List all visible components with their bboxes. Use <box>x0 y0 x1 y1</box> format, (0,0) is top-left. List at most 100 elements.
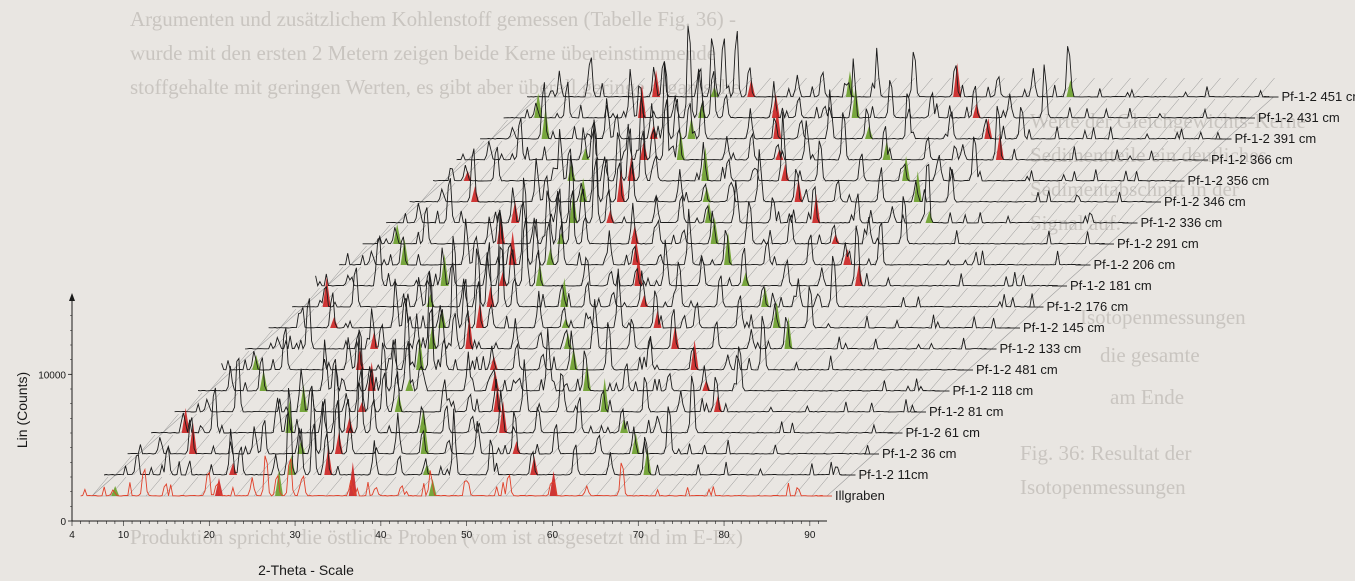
grid-hatch-line <box>282 434 300 455</box>
grid-hatch-line <box>646 350 664 371</box>
grid-hatch-line <box>1005 287 1022 308</box>
grid-hatch-line <box>228 434 246 455</box>
grid-hatch-line <box>469 203 486 224</box>
grid-hatch-line <box>504 413 521 434</box>
grid-hatch-line <box>707 119 724 140</box>
grid-hatch-line <box>844 350 862 371</box>
grid-hatch-line <box>1097 140 1115 161</box>
grid-hatch-line <box>642 161 659 182</box>
grid-hatch-line <box>879 287 896 308</box>
grid-hatch-line <box>527 392 545 413</box>
x-tick-label: 80 <box>718 530 730 541</box>
grid-hatch-line <box>576 413 593 434</box>
grid-hatch-line <box>955 203 972 224</box>
grid-hatch-line <box>660 161 677 182</box>
grid-hatch-line <box>724 329 741 350</box>
grid-hatch-line <box>718 350 736 371</box>
grid-hatch-line <box>502 350 520 371</box>
grid-hatch-line <box>786 161 803 182</box>
grid-hatch-line <box>862 77 879 98</box>
grid-hatch-line <box>706 329 723 350</box>
grid-hatch-line <box>622 98 640 119</box>
peak-fill <box>775 149 784 160</box>
grid-hatch-line <box>1038 161 1055 182</box>
grid-hatch-line <box>973 203 990 224</box>
grid-hatch-line <box>1151 140 1169 161</box>
grid-hatch-line <box>749 371 766 392</box>
trace-line <box>480 61 1223 141</box>
grid-hatch-line <box>904 329 921 350</box>
grid-hatch-line <box>447 287 464 308</box>
grid-hatch-line <box>809 140 827 161</box>
grid-hatch-line <box>187 455 204 476</box>
trace-label: Pf-1-2 206 cm <box>1094 257 1176 272</box>
grid-hatch-line <box>604 98 622 119</box>
trace-label: Pf-1-2 36 cm <box>882 446 956 461</box>
grid-hatch-line <box>829 203 846 224</box>
y-tick-label: 0 <box>60 517 66 528</box>
grid-hatch-line <box>785 371 802 392</box>
grid-hatch-line <box>782 245 799 266</box>
grid-hatch-line <box>463 224 481 245</box>
grid-hatch-line <box>747 308 765 329</box>
grid-hatch-line <box>840 434 858 455</box>
grid-hatch-line <box>145 476 163 497</box>
grid-hatch-line <box>814 329 831 350</box>
grid-hatch-line <box>612 413 629 434</box>
grid-hatch-line <box>627 287 644 308</box>
grid-hatch-line <box>289 476 307 497</box>
grid-hatch-line <box>1216 98 1234 119</box>
grid-hatch-line <box>1104 182 1122 203</box>
grid-hatch-line <box>818 245 835 266</box>
grid-hatch-line <box>634 329 651 350</box>
grid-hatch-line <box>719 140 737 161</box>
grid-hatch-line <box>931 224 949 245</box>
trace-line <box>268 235 1011 330</box>
grid-hatch-line <box>835 455 852 476</box>
grid-hatch-line <box>830 266 848 287</box>
grid-hatch-line <box>911 371 928 392</box>
grid-hatch-line <box>981 308 999 329</box>
grid-hatch-line <box>1144 98 1162 119</box>
grid-hatch-line <box>326 266 344 287</box>
grid-hatch-line <box>631 476 649 497</box>
trace-line <box>103 387 847 477</box>
grid-hatch-line <box>987 287 1004 308</box>
grid-hatch-line <box>807 287 824 308</box>
grid-hatch-line <box>915 287 932 308</box>
grid-hatch-line <box>394 350 412 371</box>
grid-hatch-line <box>541 203 558 224</box>
grid-hatch-line <box>917 140 935 161</box>
grid-hatch-line <box>426 434 444 455</box>
grid-hatch-line <box>479 371 496 392</box>
trace-line <box>315 213 1058 288</box>
grid-hatch-line <box>468 413 485 434</box>
grid-hatch-line <box>823 224 841 245</box>
grid-hatch-line <box>702 413 719 434</box>
x-tick-label: 90 <box>804 530 816 541</box>
grid-hatch-line <box>1046 266 1064 287</box>
grid-hatch-line <box>964 98 982 119</box>
grid-hatch-line <box>953 140 971 161</box>
grid-hatch-line <box>444 434 462 455</box>
trace-label: Pf-1-2 391 cm <box>1235 131 1317 146</box>
grid-hatch-line <box>1132 77 1149 98</box>
grid-hatch-line <box>1031 119 1048 140</box>
grid-hatch-line <box>857 371 874 392</box>
grid-hatch-line <box>891 308 909 329</box>
peak-fill <box>299 385 308 412</box>
x-axis-title: 2-Theta - Scale <box>258 562 354 578</box>
grid-hatch-line <box>995 119 1012 140</box>
grid-hatch-line <box>624 434 642 455</box>
grid-hatch-line <box>325 476 343 497</box>
grid-hatch-line <box>246 434 264 455</box>
grid-hatch-line <box>743 392 761 413</box>
grid-hatch-line <box>516 434 534 455</box>
grid-hatch-line <box>199 476 217 497</box>
grid-hatch-line <box>791 140 809 161</box>
grid-hatch-line <box>420 182 438 203</box>
grid-hatch-line <box>963 308 981 329</box>
grid-hatch-line <box>693 308 711 329</box>
grid-hatch-line <box>253 476 271 497</box>
grid-hatch-line <box>411 287 428 308</box>
